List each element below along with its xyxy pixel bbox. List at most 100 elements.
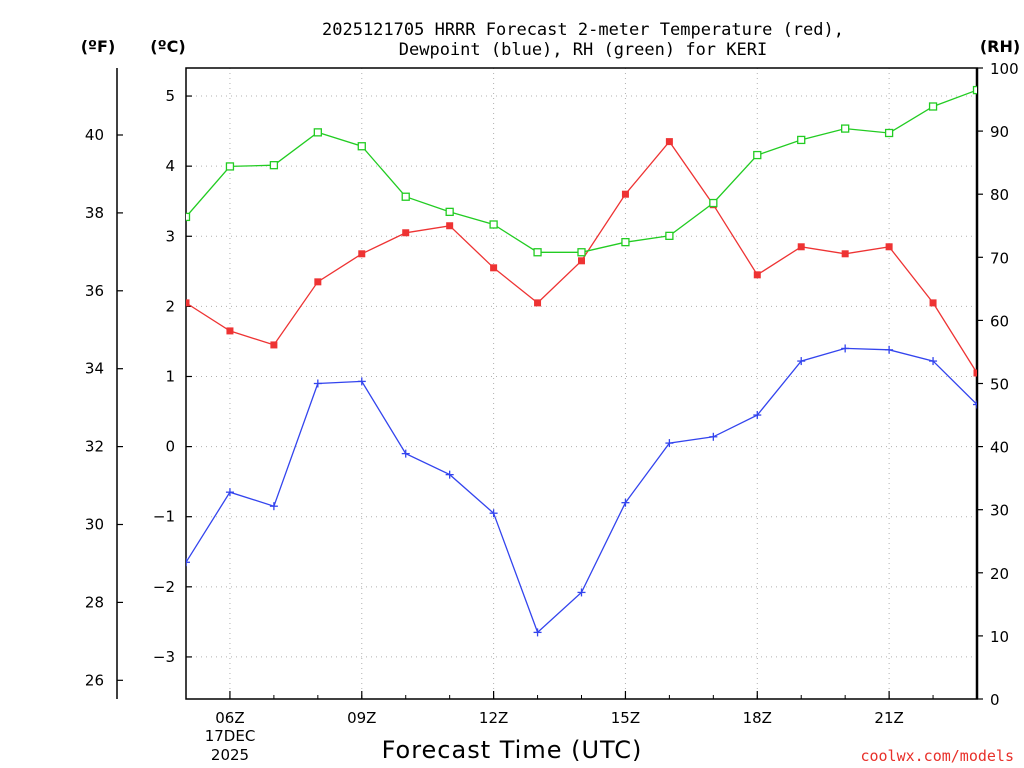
2-meter-temperature-point bbox=[226, 327, 234, 335]
dewpoint-point bbox=[665, 439, 674, 448]
rh-point bbox=[225, 162, 235, 171]
rh-tick-label: 80 bbox=[990, 186, 1009, 204]
rh-point bbox=[313, 128, 322, 137]
date-label-year: 2025 bbox=[211, 746, 249, 764]
series-layer bbox=[186, 85, 977, 637]
dewpoint-point bbox=[621, 498, 630, 507]
x-tick-label: 09Z bbox=[347, 709, 376, 727]
dewpoint-point bbox=[186, 558, 190, 567]
c-tick-label: 1 bbox=[165, 367, 175, 385]
x-tick-label: 12Z bbox=[479, 709, 508, 727]
chart-title-line2: Dewpoint (blue), RH (green) for KERI bbox=[399, 40, 767, 60]
c-tick-label: −1 bbox=[153, 508, 175, 526]
x-tick-label: 21Z bbox=[874, 709, 903, 727]
credit-text: coolwx.com/models bbox=[860, 747, 1014, 765]
rh-tick-label: 10 bbox=[990, 628, 1009, 646]
2-meter-temperature-point bbox=[753, 271, 761, 279]
rh-point bbox=[665, 231, 674, 240]
f-tick-label: 26 bbox=[85, 671, 104, 689]
2-meter-temperature-point bbox=[797, 243, 805, 251]
date-label-day: 17DEC bbox=[205, 727, 256, 745]
unit-rh-label: (RH) bbox=[980, 37, 1020, 56]
f-tick-label: 36 bbox=[85, 282, 104, 300]
rh-tick-label: 70 bbox=[990, 249, 1009, 267]
2-meter-temperature-point bbox=[446, 222, 454, 230]
dewpoint-point bbox=[709, 432, 718, 441]
2-meter-temperature-point bbox=[270, 341, 278, 349]
2-meter-temperature-point bbox=[841, 250, 849, 258]
dewpoint-point bbox=[885, 345, 894, 354]
unit-fahrenheit-label: (ºF) bbox=[81, 37, 116, 56]
rh-tick-label: 0 bbox=[990, 691, 1000, 709]
dewpoint-point bbox=[313, 379, 322, 388]
c-tick-label: 3 bbox=[165, 227, 175, 245]
rh-tick-label: 90 bbox=[990, 123, 1009, 141]
rh-point bbox=[972, 85, 977, 95]
c-tick-label: 4 bbox=[165, 157, 175, 175]
chart-title-line1: 2025121705 HRRR Forecast 2-meter Tempera… bbox=[322, 20, 844, 40]
plot-frame bbox=[185, 67, 978, 700]
fahrenheit-axis-ticks: 26 28 30 32 34 36 38 40 bbox=[85, 126, 123, 689]
rh-point bbox=[753, 150, 762, 160]
2-meter-temperature-line bbox=[186, 140, 977, 374]
2-meter-temperature-point bbox=[885, 243, 893, 251]
dewpoint-point bbox=[929, 357, 938, 366]
2-meter-temperature-point bbox=[314, 278, 322, 286]
rh-point bbox=[269, 161, 279, 170]
x-tick-label: 15Z bbox=[611, 709, 640, 727]
f-tick-label: 34 bbox=[85, 360, 104, 378]
2-meter-temperature-point bbox=[929, 299, 937, 307]
rh-point bbox=[709, 198, 718, 208]
dewpoint-point bbox=[269, 502, 278, 511]
rh-tick-label: 30 bbox=[990, 502, 1009, 520]
dewpoint-point bbox=[973, 400, 977, 409]
rh-point bbox=[401, 192, 410, 201]
c-tick-label: −2 bbox=[153, 578, 175, 596]
f-tick-label: 30 bbox=[85, 516, 104, 534]
gridlines bbox=[186, 68, 977, 699]
f-tick-label: 38 bbox=[85, 204, 104, 222]
rh-point bbox=[884, 128, 894, 138]
rh-point bbox=[489, 220, 498, 229]
unit-celsius-label: (ºC) bbox=[150, 37, 185, 56]
2-meter-temperature-point bbox=[358, 250, 366, 258]
dewpoint-point bbox=[401, 449, 410, 458]
rh-tick-label: 50 bbox=[990, 376, 1009, 394]
celsius-axis-ticks: −3 −2 −1 0 1 2 3 4 5 bbox=[153, 87, 192, 666]
rh-point bbox=[928, 102, 938, 111]
rh-tick-label: 20 bbox=[990, 565, 1009, 583]
c-tick-label: 2 bbox=[165, 297, 175, 315]
dewpoint-point bbox=[753, 411, 762, 420]
c-tick-label: 0 bbox=[165, 438, 175, 456]
f-tick-label: 32 bbox=[85, 438, 104, 456]
dewpoint-point bbox=[797, 357, 806, 366]
rh-tick-label: 60 bbox=[990, 312, 1009, 330]
dewpoint-point bbox=[357, 377, 366, 386]
dewpoint-point bbox=[577, 588, 586, 597]
2-meter-temperature-point bbox=[402, 229, 410, 237]
dewpoint-point bbox=[225, 488, 234, 497]
2-meter-temperature-point bbox=[665, 138, 673, 146]
rh-point bbox=[577, 248, 586, 257]
rh-point bbox=[186, 212, 191, 222]
rh-point bbox=[533, 248, 542, 257]
rh-line bbox=[186, 89, 977, 253]
rh-point bbox=[621, 238, 630, 247]
x-tick-label: 18Z bbox=[743, 709, 772, 727]
rh-point bbox=[797, 135, 806, 145]
time-axis-ticks: 06Z 09Z 12Z 15Z 18Z 21Z bbox=[185, 691, 978, 727]
f-tick-label: 28 bbox=[85, 593, 104, 611]
c-tick-label: 5 bbox=[165, 87, 175, 105]
f-tick-label: 40 bbox=[85, 126, 104, 144]
2-meter-temperature-point bbox=[621, 190, 629, 198]
x-axis-title: Forecast Time (UTC) bbox=[382, 736, 643, 764]
2-meter-temperature-point bbox=[578, 257, 585, 265]
rh-point bbox=[445, 207, 454, 217]
rh-point bbox=[357, 142, 366, 151]
dewpoint-point bbox=[489, 509, 498, 518]
dewpoint-point bbox=[533, 628, 542, 637]
2-meter-temperature-point bbox=[186, 299, 190, 307]
2-meter-temperature-point bbox=[973, 369, 977, 377]
2-meter-temperature-point bbox=[534, 299, 542, 307]
x-tick-label: 06Z bbox=[215, 709, 244, 727]
